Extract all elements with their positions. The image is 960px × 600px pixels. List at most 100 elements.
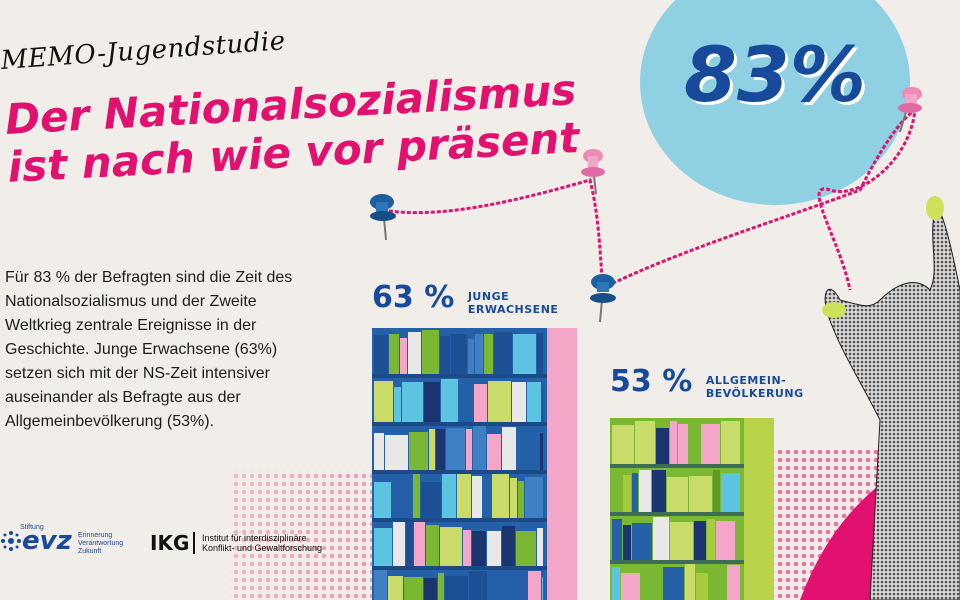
stat-label-line-1: ALLGEMEIN- bbox=[705, 373, 787, 387]
book bbox=[388, 576, 403, 600]
book bbox=[736, 519, 740, 560]
book bbox=[670, 421, 677, 464]
book bbox=[421, 482, 441, 518]
ikg-logo-mark: IKG bbox=[150, 532, 196, 554]
shelf-side-panel bbox=[744, 418, 774, 600]
book bbox=[487, 531, 501, 566]
book bbox=[516, 531, 536, 566]
stat-label: JUNGE ERWACHSENE bbox=[468, 290, 559, 316]
book bbox=[446, 428, 465, 470]
body-paragraph: Für 83 % der Befragten sind die Zeit des… bbox=[5, 269, 293, 430]
book bbox=[623, 475, 631, 512]
book bbox=[652, 470, 666, 512]
book bbox=[374, 570, 387, 600]
book bbox=[466, 429, 472, 470]
book bbox=[639, 470, 651, 512]
book bbox=[374, 381, 393, 422]
book bbox=[426, 525, 439, 566]
book bbox=[492, 474, 509, 518]
book bbox=[389, 334, 399, 374]
book bbox=[537, 333, 543, 374]
book bbox=[678, 424, 688, 464]
book bbox=[374, 433, 384, 470]
book bbox=[374, 528, 392, 566]
highlight-percentage: 83% bbox=[684, 30, 866, 119]
book bbox=[436, 429, 445, 470]
evz-line-3: Zukunft bbox=[78, 548, 102, 555]
evz-logo-small: Stiftung bbox=[20, 524, 44, 531]
book bbox=[438, 573, 444, 600]
book bbox=[713, 470, 720, 512]
stat-label: ALLGEMEIN- BEVÖLKERUNG bbox=[706, 374, 804, 400]
book bbox=[409, 432, 428, 470]
book bbox=[483, 475, 491, 518]
book bbox=[463, 530, 471, 566]
book bbox=[374, 482, 391, 518]
book bbox=[414, 522, 425, 566]
book bbox=[612, 425, 634, 464]
book bbox=[517, 428, 539, 470]
book bbox=[707, 519, 715, 560]
book bbox=[621, 573, 640, 600]
ikg-line-1: Institut für interdisziplinäre bbox=[202, 533, 307, 543]
stat-value: 63 % bbox=[372, 280, 455, 315]
book bbox=[670, 522, 693, 560]
book bbox=[440, 527, 462, 566]
evz-logo-mark: evz bbox=[22, 526, 72, 556]
book bbox=[518, 481, 524, 518]
stat-label-line-2: ERWACHSENE bbox=[467, 302, 559, 316]
book bbox=[451, 334, 467, 374]
stat-general-population: 53 % ALLGEMEIN- BEVÖLKERUNG bbox=[610, 364, 804, 400]
shelf-board bbox=[372, 422, 577, 426]
book bbox=[424, 578, 437, 600]
book bbox=[488, 573, 503, 600]
book bbox=[727, 565, 740, 600]
book bbox=[445, 576, 468, 600]
book bbox=[653, 517, 669, 560]
book bbox=[542, 577, 543, 600]
shelf-board bbox=[610, 560, 774, 564]
book bbox=[424, 382, 440, 422]
book bbox=[406, 522, 413, 566]
book bbox=[442, 474, 456, 518]
book bbox=[385, 435, 408, 470]
book bbox=[612, 471, 622, 512]
book bbox=[494, 332, 512, 374]
book bbox=[487, 434, 501, 470]
book bbox=[408, 332, 421, 374]
book bbox=[473, 426, 486, 470]
book bbox=[402, 382, 423, 422]
book bbox=[689, 420, 700, 464]
book bbox=[623, 525, 631, 560]
book bbox=[612, 519, 622, 560]
shelf-board bbox=[610, 512, 774, 516]
evz-line-1: Erinnerung bbox=[78, 532, 113, 539]
book bbox=[721, 473, 740, 512]
book bbox=[484, 334, 493, 374]
pushpin-icon bbox=[581, 149, 605, 195]
book bbox=[413, 474, 420, 518]
stat-value: 53 % bbox=[610, 364, 693, 399]
book bbox=[392, 475, 412, 518]
shelf-board bbox=[610, 464, 774, 468]
book bbox=[721, 421, 740, 464]
book bbox=[488, 381, 511, 422]
book bbox=[429, 429, 435, 470]
book bbox=[525, 477, 543, 518]
pushpin-icon bbox=[370, 194, 396, 241]
book bbox=[542, 385, 543, 422]
book bbox=[528, 571, 541, 600]
book bbox=[459, 378, 473, 422]
ikg-line-2: Konflikt- und Gewaltforschung bbox=[202, 543, 323, 553]
book bbox=[441, 379, 458, 422]
book bbox=[685, 564, 695, 600]
highlight-circle: 83% bbox=[640, 0, 910, 205]
book bbox=[641, 568, 662, 600]
book bbox=[440, 336, 450, 374]
evz-line-2: Verantwortung bbox=[78, 540, 124, 547]
book bbox=[472, 476, 482, 518]
book bbox=[635, 421, 655, 464]
book bbox=[472, 531, 486, 566]
